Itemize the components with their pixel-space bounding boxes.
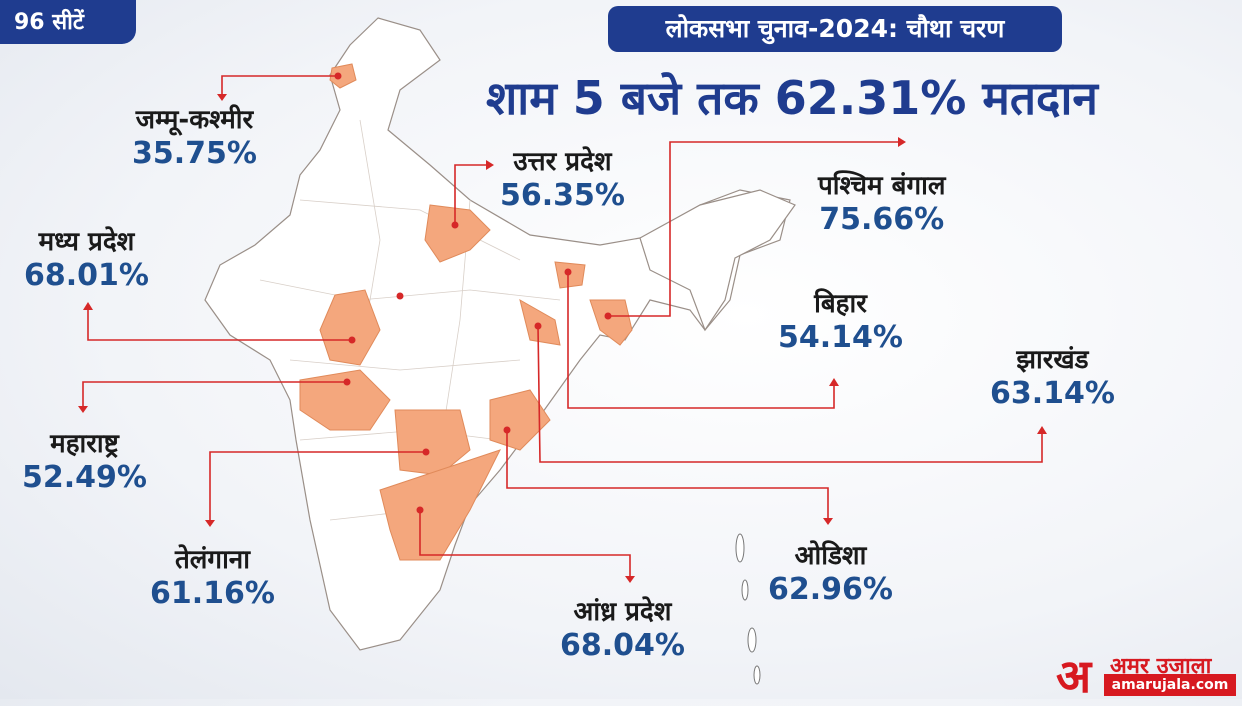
connector-tg [209, 451, 426, 522]
state-west-bengal [589, 299, 633, 346]
state-name: पश्चिम बंगाल [818, 171, 946, 201]
state-turnout: 63.14% [990, 376, 1115, 411]
state-name: तेलंगाना [174, 545, 250, 575]
label-uttar-pradesh: उत्तर प्रदेश 56.35% [500, 142, 625, 213]
state-name: आंध्र प्रदेश [573, 597, 672, 627]
label-telangana: तेलंगाना 61.16% [150, 540, 275, 611]
state-turnout: 61.16% [150, 576, 275, 611]
state-name: ओडिशा [794, 541, 867, 571]
state-name: झारखंड [1016, 345, 1089, 375]
northeast-outline [639, 189, 796, 332]
india-outline [204, 17, 791, 651]
state-name: महाराष्ट्र [50, 429, 119, 459]
state-andhra-pradesh [379, 449, 501, 561]
connector-mp [87, 308, 352, 341]
connector-od [506, 430, 829, 520]
logo-url: amarujala.com [1104, 674, 1236, 696]
phase-title-banner: लोकसभा चुनाव-2024: चौथा चरण [608, 6, 1062, 52]
seat-count-tag: 96 सीटें [0, 0, 136, 44]
connector-jk [221, 75, 338, 96]
label-madhya-pradesh: मध्य प्रदेश 68.01% [24, 222, 149, 293]
label-bihar: बिहार 54.14% [778, 284, 903, 355]
state-odisha [489, 389, 551, 451]
connector-jh [537, 325, 1043, 463]
state-name: बिहार [814, 289, 867, 319]
state-jharkhand [519, 298, 561, 346]
connector-mh [82, 381, 347, 408]
state-name: जम्मू-कश्मीर [135, 105, 254, 135]
state-uttar-pradesh [424, 204, 491, 263]
state-name: मध्य प्रदेश [38, 227, 135, 257]
logo-icon: अ [1056, 649, 1092, 703]
label-odisha: ओडिशा 62.96% [768, 536, 893, 607]
state-turnout: 52.49% [22, 460, 147, 495]
turnout-headline: शाम 5 बजे तक 62.31% मतदान [486, 71, 1098, 125]
andaman-islands [735, 533, 761, 685]
state-turnout: 68.01% [24, 258, 149, 293]
state-telangana [394, 409, 471, 476]
state-madhya-pradesh [319, 289, 381, 366]
amar-ujala-logo: अ अमर उजाला amarujala.com [1052, 648, 1242, 703]
connector-wb [608, 141, 900, 317]
state-jammu-kashmir [329, 63, 357, 89]
label-west-bengal: पश्चिम बंगाल 75.66% [818, 166, 946, 237]
state-turnout: 35.75% [132, 136, 257, 171]
state-turnout: 62.96% [768, 572, 893, 607]
state-name: उत्तर प्रदेश [513, 147, 612, 177]
connector-ap [419, 510, 631, 578]
state-maharashtra [299, 369, 391, 431]
connector-up [454, 164, 488, 225]
label-andhra-pradesh: आंध्र प्रदेश 68.04% [560, 592, 685, 663]
connector-bihar [567, 272, 835, 409]
seat-count-text: 96 सीटें [14, 10, 84, 35]
state-turnout: 75.66% [819, 202, 945, 237]
state-turnout: 56.35% [500, 178, 625, 213]
state-turnout: 54.14% [778, 320, 903, 355]
state-bihar [554, 261, 586, 289]
label-jharkhand: झारखंड 63.14% [990, 340, 1115, 411]
label-maharashtra: महाराष्ट्र 52.49% [22, 424, 147, 495]
state-turnout: 68.04% [560, 628, 685, 663]
label-jammu-kashmir: जम्मू-कश्मीर 35.75% [132, 100, 257, 171]
